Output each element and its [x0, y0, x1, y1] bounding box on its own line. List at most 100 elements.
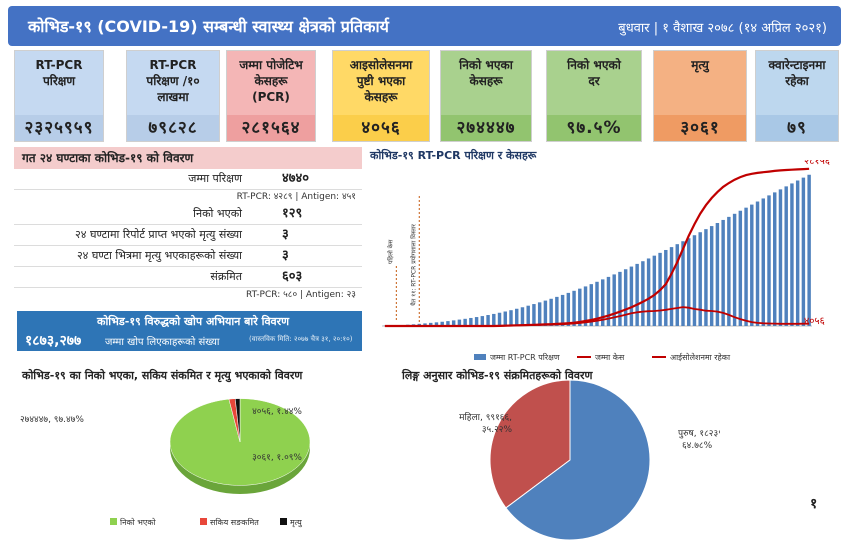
row-subtext: RT-PCR: ५८० | Antigen: २३ [14, 288, 362, 302]
stat-card-value: ७९ [756, 115, 838, 141]
vaccine-date-note: (वास्तविक मिति: २०७७ चैत्र ३१, २०:१०) [249, 335, 353, 344]
stat-card-value: ९७.५% [547, 115, 641, 141]
table-title: गत २४ घण्टाका कोभिड-१९ को विवरण [14, 147, 362, 169]
legend-label: आईसोलेशनमा रहेका [670, 352, 731, 362]
test-bar [796, 180, 799, 326]
cases-end-label: २८१५६ [804, 160, 830, 167]
male-label: पुरुष, १८२३९८, [678, 429, 720, 439]
test-bar [744, 208, 747, 326]
stat-card-value: ४०५६ [333, 115, 429, 141]
test-bar [515, 309, 518, 326]
legend-label: मृत्यु [290, 518, 303, 528]
row-label: संक्रमित [210, 267, 242, 287]
test-bar [790, 183, 793, 326]
legend-label: निको भएको [120, 517, 156, 527]
stat-card: मृत्यु३०६१ [653, 50, 747, 142]
test-bar [526, 306, 529, 326]
stat-card-label: निको भएकोदर [547, 57, 641, 89]
daily-summary-table: गत २४ घण्टाका कोभिड-१९ को विवरण जम्मा पर… [14, 147, 362, 302]
test-bar [481, 316, 484, 326]
test-bar [561, 295, 564, 326]
test-bar [486, 315, 489, 326]
test-bar [721, 220, 724, 326]
test-bar [635, 264, 638, 326]
test-bar [739, 211, 742, 326]
test-bar [687, 238, 690, 326]
test-bar [624, 269, 627, 326]
row-value: ४७४० [282, 169, 309, 189]
isolation-end-label: ४०५६ [804, 316, 825, 327]
female-label: महिला, ९९१६६, [459, 411, 512, 423]
gender-pie-chart: महिला, ९९१६६,३५.२२%पुरुष, १८२३९८,६४.७८% [420, 380, 720, 545]
stat-card-value: २७४४४७ [441, 115, 531, 141]
test-bar [618, 272, 621, 326]
stat-card: आइसोलेसनमापुष्टी भएकाकेसहरू ४०५६ [332, 50, 430, 142]
annotation-label: पहिलो केस [386, 239, 394, 264]
test-bar [653, 256, 656, 326]
header-banner: कोभिड-१९ (COVID-19) सम्बन्धी स्वास्थ्य क… [8, 6, 841, 46]
test-bar [779, 189, 782, 326]
legend-label: जम्मा RT-PCR परिक्षण [490, 352, 560, 362]
test-bar [538, 302, 541, 326]
table-row: संक्रमित ६०३ [14, 267, 362, 288]
test-bar [716, 223, 719, 326]
test-bar [807, 175, 810, 326]
test-bar [555, 297, 558, 326]
table-row: जम्मा परिक्षण ४७४० [14, 169, 362, 190]
stat-card-value: २३२५९५९ [15, 115, 103, 141]
test-bar [492, 314, 495, 326]
date-label: बुधवार | १ वैशाख २०७८ (१४ अप्रिल २०२१) [618, 18, 827, 36]
test-bar [767, 195, 770, 326]
test-bar [676, 244, 679, 326]
row-label: २४ घण्टामा रिपोर्ट प्राप्त भएको मृत्यु स… [75, 225, 242, 245]
outcome-pie-title: कोभिड-१९ का निको भएका, सकिय संकमित र मृत… [22, 368, 302, 383]
row-value: ३ [282, 246, 289, 266]
stat-card: निको भएकोदर ९७.५% [546, 50, 642, 142]
test-bar [727, 217, 730, 326]
test-bar [509, 310, 512, 326]
test-bar [670, 247, 673, 326]
recovered-label: २७४४४७, ९७.४७% [20, 415, 84, 425]
row-label: निको भएको [193, 204, 242, 224]
row-value: ६०३ [282, 267, 302, 287]
stat-card-label: क्वारेन्टाइनमारहेका [756, 57, 838, 89]
test-bar [784, 186, 787, 326]
table-row: २४ घण्टामा रिपोर्ट प्राप्त भएको मृत्यु स… [14, 225, 362, 246]
male-label-pct: ६४.७८% [682, 441, 713, 451]
test-bar [647, 258, 650, 326]
table-row: निको भएको १२९ [14, 204, 362, 225]
row-value: ३ [282, 225, 289, 245]
table-row: २४ घण्टा भित्रमा मृत्यु भएकाहरूको संख्या… [14, 246, 362, 267]
vaccine-panel: कोभिड-१९ विरुद्धको खोप अभियान बारे विवरण… [17, 311, 362, 351]
outcome-pie-chart: २७४४४७, ९७.४७% ४०५६, १.४४% ३०६१, १.०९% निको… [10, 382, 310, 547]
row-subtext: RT-PCR: ४२८९ | Antigen: ४५१ [14, 190, 362, 204]
vaccine-desc: जम्मा खोप लिएकाहरूको संख्या [105, 334, 220, 348]
test-bar [521, 307, 524, 326]
stat-card-label: आइसोलेसनमापुष्टी भएकाकेसहरू [333, 57, 429, 105]
active-label: ४०५६, १.४४% [252, 407, 302, 417]
test-bar [567, 293, 570, 326]
test-bar [698, 232, 701, 326]
stat-card-label: निको भएकाकेसहरू [441, 57, 531, 89]
annotation-label: चैत ११: RT-PCR प्रयोगशाला विस्तार [409, 224, 417, 306]
test-bar [630, 267, 633, 326]
test-bar [498, 313, 501, 326]
stat-card-label: मृत्यु [654, 57, 746, 73]
stat-card-value: ७९८२८ [127, 115, 219, 141]
legend-label: जम्मा केस [595, 352, 625, 362]
row-label: जम्मा परिक्षण [188, 169, 242, 189]
legend-swatch [474, 354, 486, 360]
legend-swatch [280, 518, 287, 525]
test-bar [641, 261, 644, 326]
stat-card: क्वारेन्टाइनमारहेका ७९ [755, 50, 839, 142]
row-value: १२९ [282, 204, 302, 224]
test-bar [578, 289, 581, 326]
test-bar [572, 291, 575, 326]
death-label: ३०६१, १.०९% [252, 453, 302, 463]
row-label: २४ घण्टा भित्रमा मृत्यु भएकाहरूको संख्या [77, 246, 242, 266]
test-bar [475, 317, 478, 326]
